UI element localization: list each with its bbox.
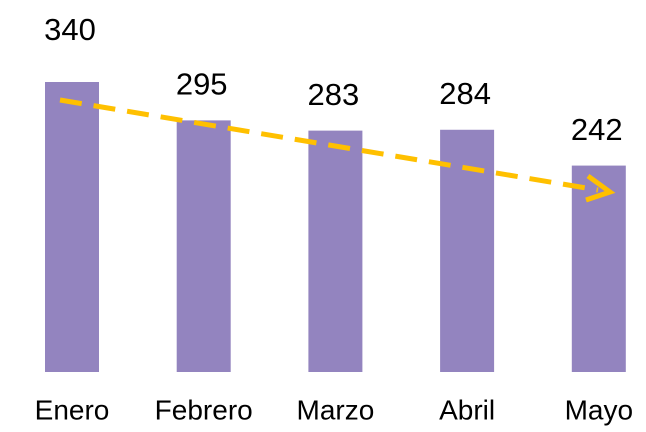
bar <box>308 130 363 372</box>
trend-arrow <box>59 97 599 193</box>
x-tick-label: Marzo <box>297 394 375 425</box>
bar <box>571 165 626 372</box>
data-label: 284 <box>439 76 491 111</box>
x-tick-label: Abril <box>439 394 495 425</box>
data-label: 295 <box>176 67 228 102</box>
plot: 340 Enero 295 Febrero 283 Marzo 284 Abril 242 May… <box>35 12 633 425</box>
data-label: 242 <box>571 112 623 147</box>
data-label: 340 <box>44 12 96 47</box>
x-tick-label: Enero <box>35 394 110 425</box>
bar <box>176 120 231 372</box>
data-label: 283 <box>308 77 360 112</box>
bar <box>45 82 99 372</box>
x-tick-label: Febrero <box>155 394 253 425</box>
arrow-head <box>585 173 616 203</box>
x-tick-label: Mayo <box>565 394 633 425</box>
